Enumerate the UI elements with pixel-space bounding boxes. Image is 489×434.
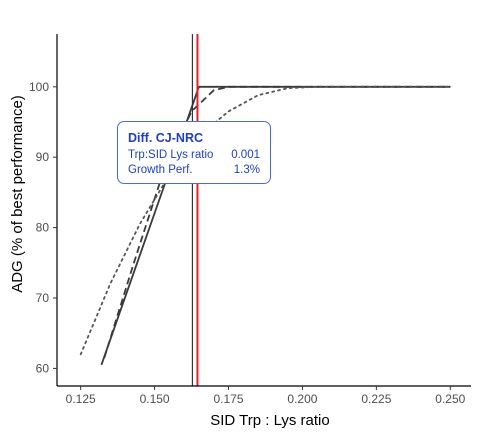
tooltip-growth-label: Growth Perf. bbox=[128, 164, 193, 176]
difference-tooltip: Diff. CJ-NRC Trp:SID Lys ratio 0.001 Gro… bbox=[117, 121, 271, 184]
series-line-dotted bbox=[79, 85, 452, 356]
x-tick-label: 0.225 bbox=[361, 392, 391, 406]
tooltip-growth-value: 1.3% bbox=[233, 164, 260, 176]
x-tick-label: 0.150 bbox=[140, 392, 170, 406]
x-axis-ticks: 0.125 0.150 0.175 0.200 0.225 0.250 bbox=[66, 386, 466, 406]
series-line-dashed bbox=[103, 85, 451, 359]
y-tick-label: 60 bbox=[36, 361, 50, 375]
y-tick-label: 90 bbox=[36, 150, 50, 164]
y-tick-label: 100 bbox=[29, 80, 49, 94]
y-tick-label: 80 bbox=[36, 221, 50, 235]
tooltip-row-ratio: Trp:SID Lys ratio 0.001 bbox=[128, 148, 260, 163]
plot-area bbox=[79, 34, 452, 386]
series-line-solid bbox=[100, 85, 451, 366]
x-tick-label: 0.200 bbox=[287, 392, 317, 406]
tooltip-row-growth: Growth Perf. 1.3% bbox=[128, 163, 260, 178]
x-tick-label: 0.175 bbox=[213, 392, 243, 406]
x-axis-title: SID Trp : Lys ratio bbox=[210, 412, 329, 429]
tooltip-ratio-label: Trp:SID Lys ratio bbox=[128, 149, 214, 161]
tooltip-ratio-value: 0.001 bbox=[231, 149, 260, 161]
y-axis-title: ADG (% of best performance) bbox=[9, 95, 26, 293]
y-axis-ticks: 60 70 80 90 100 bbox=[29, 80, 57, 375]
tooltip-title: Diff. CJ-NRC bbox=[128, 131, 203, 145]
x-tick-label: 0.125 bbox=[66, 392, 96, 406]
x-tick-label: 0.250 bbox=[435, 392, 465, 406]
y-tick-label: 70 bbox=[36, 291, 50, 305]
